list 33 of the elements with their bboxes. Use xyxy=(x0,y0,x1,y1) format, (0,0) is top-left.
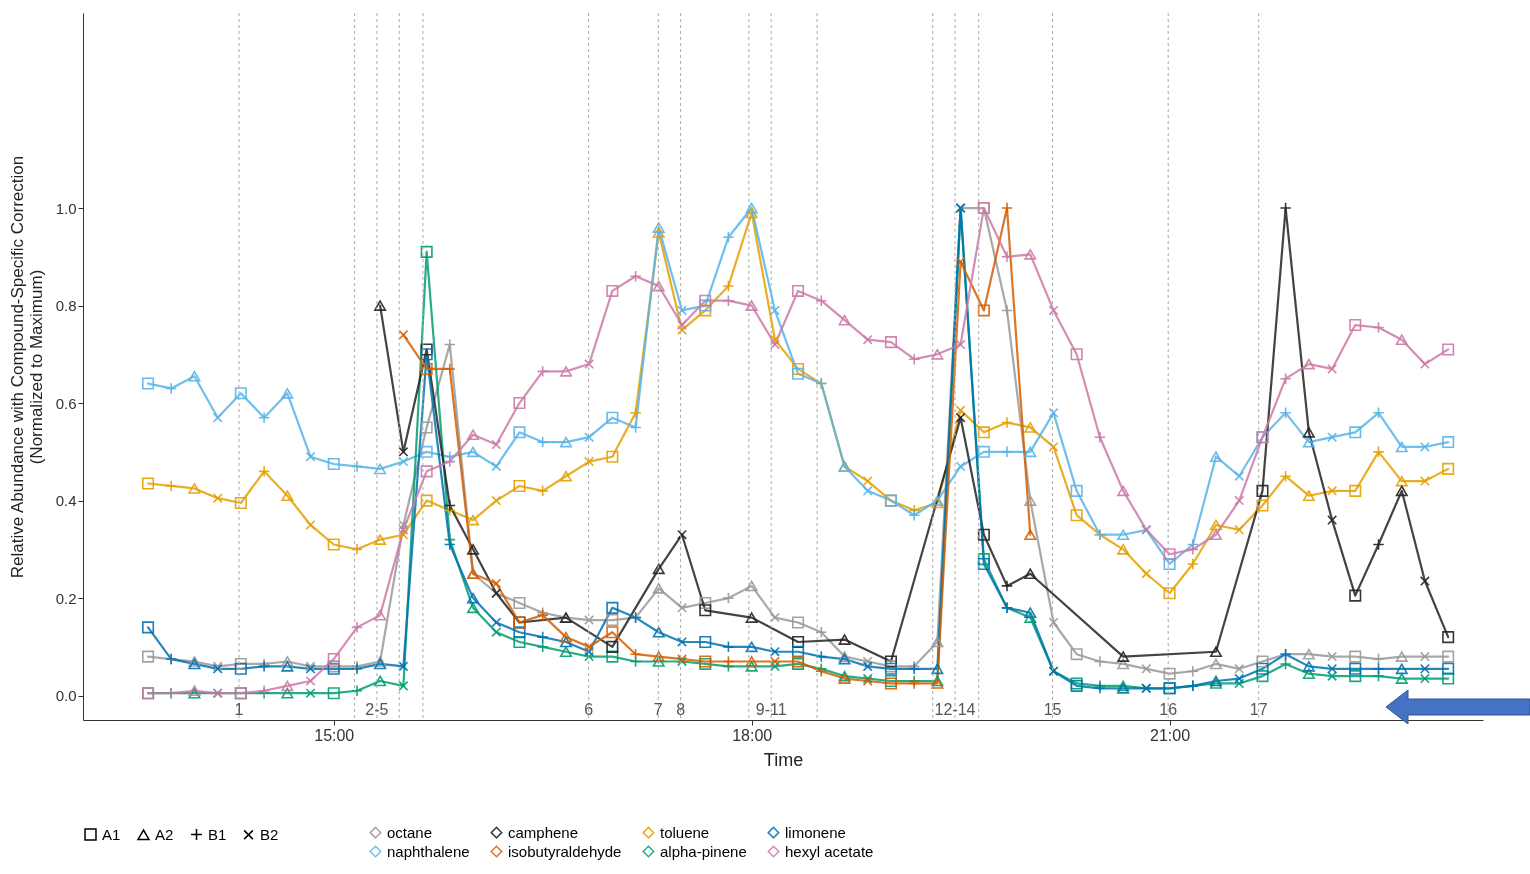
legend-label: camphene xyxy=(508,823,579,841)
annotation: 16 xyxy=(1159,701,1178,718)
annotation: 6 xyxy=(584,701,594,718)
y-tick-label: 0.4 xyxy=(55,492,77,510)
y-tick-label: 0.6 xyxy=(55,394,77,412)
x-axis-title: Time xyxy=(763,749,804,770)
legend-label: B1 xyxy=(208,825,227,843)
annotation: 2-5 xyxy=(365,701,389,718)
annotation: 1 xyxy=(234,701,244,718)
annotation: 17 xyxy=(1249,701,1268,718)
legend-label: toluene xyxy=(660,823,710,841)
annotation: 7 xyxy=(653,701,663,718)
y-tick-label: 0.0 xyxy=(55,687,77,705)
legend-label: A2 xyxy=(155,825,174,843)
annotation: 8 xyxy=(676,701,686,718)
annotation: 9-11 xyxy=(755,701,787,718)
legend-label: limonene xyxy=(785,823,846,841)
x-tick-label: 18:00 xyxy=(732,726,773,744)
y-tick-label: 0.2 xyxy=(55,589,77,607)
legend-label: octane xyxy=(387,823,433,841)
annotation: 15 xyxy=(1043,701,1062,718)
x-tick-label: 15:00 xyxy=(314,726,355,744)
legend-label: B2 xyxy=(260,825,279,843)
annotation: 12-14 xyxy=(934,701,976,718)
legend-label: A1 xyxy=(102,825,121,843)
legend-label: naphthalene xyxy=(387,842,470,860)
y-tick-label: 0.8 xyxy=(55,297,77,315)
legend-label: isobutyraldehyde xyxy=(508,842,622,860)
y-axis-title: Relative Abundance with Compound-Specific Correction (Normalized to Maximum) xyxy=(7,155,46,579)
x-tick-label: 21:00 xyxy=(1150,726,1191,744)
y-tick-label: 1.0 xyxy=(55,199,77,217)
legend-label: alpha-pinene xyxy=(660,842,747,860)
legend-label: hexyl acetate xyxy=(785,842,874,860)
